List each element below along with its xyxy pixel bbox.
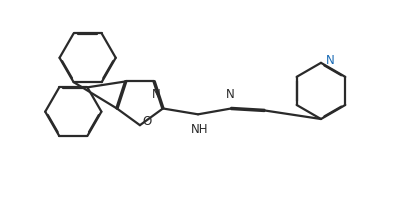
Text: O: O [142,115,152,128]
Text: N: N [152,88,160,101]
Text: N: N [226,88,235,101]
Text: N: N [326,54,334,67]
Text: NH: NH [191,123,208,136]
